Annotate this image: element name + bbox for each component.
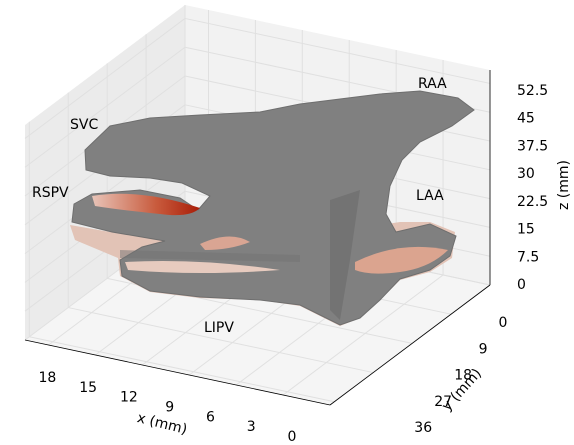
z-tick-label: 15 bbox=[517, 222, 535, 238]
z-tick-label: 45 bbox=[517, 111, 535, 127]
x-tick-label: 0 bbox=[288, 429, 297, 445]
chart: 18151296300918273607.51522.53037.54552.5… bbox=[0, 0, 574, 445]
x-tick-label: 9 bbox=[165, 399, 174, 415]
x-tick-label: 12 bbox=[120, 390, 138, 406]
x-tick-label: 3 bbox=[247, 419, 256, 435]
x-tick-label: 18 bbox=[38, 370, 56, 386]
annotation: SVC bbox=[70, 117, 98, 133]
z-tick-label: 52.5 bbox=[517, 83, 548, 99]
z-tick-label: 7.5 bbox=[517, 249, 539, 265]
x-tick-label: 6 bbox=[206, 409, 215, 425]
y-tick-label: 9 bbox=[479, 341, 488, 357]
z-tick-label: 0 bbox=[517, 277, 526, 293]
z-axis-label: z (mm) bbox=[556, 160, 572, 210]
annotation: RSPV bbox=[32, 185, 69, 201]
x-tick-label: 15 bbox=[79, 380, 97, 396]
z-tick-label: 22.5 bbox=[517, 194, 548, 210]
z-tick-label: 30 bbox=[517, 166, 535, 182]
annotation: RAA bbox=[418, 76, 447, 92]
y-tick-label: 36 bbox=[414, 420, 432, 436]
x-axis-label: x (mm) bbox=[135, 410, 188, 438]
z-tick-label: 37.5 bbox=[517, 138, 548, 154]
annotation: LAA bbox=[416, 188, 444, 204]
annotation: LIPV bbox=[204, 320, 234, 336]
y-tick-label: 0 bbox=[499, 315, 508, 331]
